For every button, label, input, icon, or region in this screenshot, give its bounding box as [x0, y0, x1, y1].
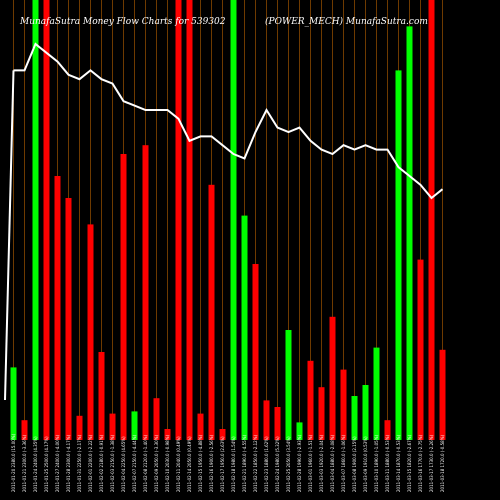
bar-17	[186, 0, 193, 440]
x-tick-label: 2011-01-21 2300.0 (-3.36%)	[22, 435, 27, 492]
bar-37	[406, 26, 413, 441]
x-tick-label: 2011-03-18 1720.0 (-0.58%)	[440, 435, 445, 492]
x-tick-label: 2011-02-14 2050.0 (0.49%)	[187, 436, 192, 492]
bar-19	[208, 184, 215, 440]
bar-30	[329, 316, 336, 440]
x-tick-label: 2011-03-11 1880.0 (-0.53%)	[385, 435, 390, 492]
x-tick-label: 2011-01-24 2400.0 (4.35%)	[33, 436, 38, 492]
x-tick-label: 2011-03-04 1880.0 (-2.08%)	[330, 435, 335, 492]
x-tick-label: 2011-02-15 1950.0 (-4.88%)	[198, 435, 203, 492]
bar-39	[428, 0, 435, 440]
bar-15	[164, 429, 171, 440]
money-flow-line-start	[4, 70, 15, 401]
x-tick-label: 2011-02-03 2150.0 (-1.38%)	[110, 435, 115, 492]
x-tick-label: 2011-02-23 1880.0 (1.62%)	[264, 436, 269, 492]
bar-35	[384, 420, 391, 440]
bar-27	[296, 422, 303, 440]
bar-6	[65, 198, 72, 440]
bar-28	[307, 360, 314, 440]
x-tick-label: 2011-02-21 1890.0 (-4.55%)	[242, 435, 247, 492]
x-tick-label: 2011-02-18 1980.0 (1.54%)	[231, 436, 236, 492]
bar-32	[351, 396, 358, 440]
x-tick-label: 2011-02-28 1990.0 (-2.93%)	[297, 435, 302, 492]
bar-1	[10, 367, 17, 440]
x-tick-label: 2011-02-11 2040.0 (0.49%)	[176, 436, 181, 492]
bar-29	[318, 387, 325, 440]
bar-series	[10, 0, 446, 441]
x-tick-label: 2011-03-14 1870.0 (-0.53%)	[396, 435, 401, 492]
bar-22	[241, 215, 248, 440]
x-tick-label: 2011-02-17 1950.0 (2.63%)	[220, 436, 225, 492]
bar-24	[263, 400, 270, 440]
bar-18	[197, 413, 204, 440]
bar-13	[142, 145, 149, 440]
x-tick-label: 2011-03-01 1960.0 (-1.51%)	[308, 435, 313, 492]
bar-4	[43, 0, 50, 440]
bar-26	[285, 330, 292, 440]
bar-8	[87, 224, 94, 440]
x-tick-label: 2011-03-08 1900.0 (2.15%)	[352, 436, 357, 492]
bar-2	[21, 420, 28, 440]
bar-33	[362, 385, 369, 440]
x-tick-label: 2011-03-07 1860.0 (-1.06%)	[341, 435, 346, 492]
bar-5	[54, 176, 61, 440]
bar-34	[373, 347, 380, 440]
x-tick-label: 2011-01-27 2400.0 (-4.00%)	[55, 435, 60, 492]
x-tick-label: 2011-02-07 2150.0 (-4.44%)	[132, 435, 137, 492]
chart-title-left: MunafaSutra Money Flow Charts for 539302	[19, 17, 226, 27]
x-tick-label: 2011-03-16 1770.0 (-2.75%)	[418, 435, 423, 492]
money-flow-line	[13, 42, 444, 200]
x-tick-labels: 2011-01-20 2380.0 (15.00%) 2011-01-21 230…	[11, 433, 445, 492]
bar-25	[274, 407, 281, 440]
x-tick-label: 2011-03-10 1890.0 (-1.05%)	[374, 435, 379, 492]
money-flow-line-series	[4, 42, 444, 401]
bar-3	[32, 0, 39, 440]
bar-21	[230, 0, 237, 440]
bar-9	[98, 352, 105, 440]
bar-12	[131, 411, 138, 440]
x-tick-label: 2011-02-08 2120.0 (-1.40%)	[143, 435, 148, 492]
x-tick-label: 2011-02-09 2050.0 (-3.30%)	[154, 435, 159, 492]
x-tick-label: 2011-01-20 2380.0 (15.00%)	[11, 433, 16, 492]
x-tick-label: 2011-02-10 2030.0 (-0.98%)	[165, 435, 170, 492]
x-tick-label: 2011-02-25 2050.0 (3.54%)	[286, 436, 291, 492]
x-tick-label: 2011-03-03 1920.0 (-2.04%)	[319, 435, 324, 492]
chart-title-right: (POWER_MECH) MunafaSutra.com	[265, 16, 428, 27]
bar-36	[395, 70, 402, 441]
x-tick-label: 2011-03-17 1730.0 (-2.26%)	[429, 435, 434, 492]
x-tick-label: 2011-03-15 1820.0 (-2.67%)	[407, 435, 412, 492]
x-tick-label: 2011-02-16 1900.0 (-2.56%)	[209, 435, 214, 492]
bar-20	[219, 429, 226, 440]
bar-11	[120, 154, 127, 440]
bar-31	[340, 369, 347, 440]
x-tick-label: 2011-01-31 2250.0 (-2.17%)	[77, 435, 82, 492]
bar-7	[76, 415, 83, 440]
bar-10	[109, 413, 116, 440]
x-tick-label: 2011-03-09 1910.0 (0.53%)	[363, 436, 368, 492]
x-tick-label: 2011-02-02 2180.0 (-0.91%)	[99, 435, 104, 492]
bar-14	[153, 398, 160, 440]
x-tick-label: 2011-01-25 2500.0 (4.17%)	[44, 436, 49, 492]
x-tick-label: 2011-02-04 2250.0 (4.65%)	[121, 436, 126, 492]
bar-38	[417, 259, 424, 440]
x-tick-label: 2011-01-28 2300.0 (-4.17%)	[66, 435, 71, 492]
x-tick-label: 2011-02-01 2200.0 (-2.22%)	[88, 435, 93, 492]
x-tick-label: 2011-02-24 1980.0 (5.32%)	[275, 436, 280, 492]
bar-16	[175, 0, 182, 440]
bar-40	[439, 349, 446, 440]
bar-23	[252, 264, 259, 440]
x-tick-label: 2011-02-22 1850.0 (-2.12%)	[253, 435, 258, 492]
